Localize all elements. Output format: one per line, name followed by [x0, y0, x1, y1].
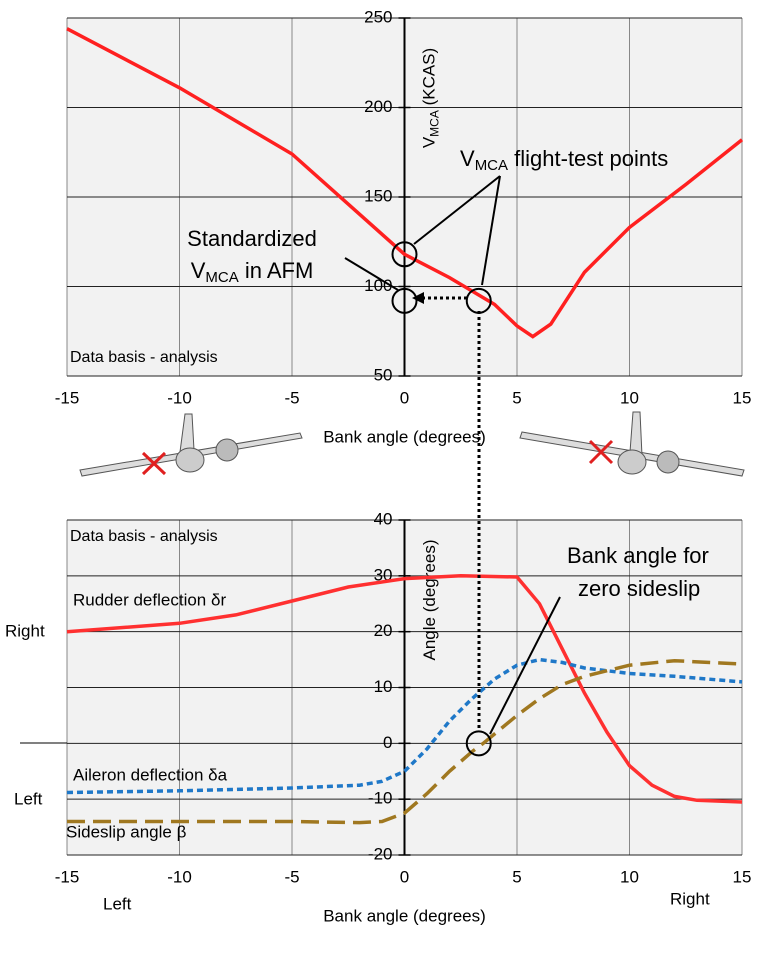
- test-point: [391, 287, 418, 314]
- series-label: Sideslip angle β: [66, 822, 187, 841]
- afm-label: VMCA in AFM: [191, 258, 314, 286]
- standardized-label: Standardized: [187, 226, 317, 251]
- arrow-head: [412, 292, 424, 304]
- y-tick-label: 250: [364, 7, 392, 26]
- y-tick-label: 0: [383, 733, 392, 752]
- airplane-right: [519, 411, 745, 477]
- y-tick-label: 10: [374, 677, 393, 696]
- part: V: [460, 146, 475, 171]
- part: (KCAS): [420, 48, 439, 110]
- part: flight-test points: [508, 146, 668, 171]
- data-basis: Data basis - analysis: [70, 349, 218, 366]
- leader: [344, 257, 399, 291]
- x-axis-label: Bank angle (degrees): [323, 906, 486, 925]
- series-label: Rudder deflection δr: [73, 590, 226, 609]
- y-axis-label: VMCA (KCAS): [420, 48, 442, 148]
- y-tick-label: 20: [374, 621, 393, 640]
- x-tick-label: -15: [55, 388, 80, 407]
- x-tick-label: 5: [512, 388, 521, 407]
- bank-label: zero sideslip: [578, 576, 700, 601]
- side-label: Right: [670, 889, 710, 908]
- leader: [489, 596, 561, 735]
- series-line: [66, 657, 743, 795]
- y-tick-label: 150: [364, 186, 392, 205]
- side-label: Left: [103, 894, 132, 913]
- sub: MCA: [475, 157, 508, 174]
- x-tick-label: -15: [55, 867, 80, 886]
- sub: MCA: [205, 269, 238, 286]
- series-line: [67, 658, 743, 825]
- annotations: Data basis - analysis VMCA flight-test p…: [5, 146, 745, 913]
- y-tick-label: 100: [364, 276, 392, 295]
- bank-label: Bank angle for: [567, 543, 709, 568]
- x-tick-label: 15: [733, 388, 752, 407]
- side-label: Right: [5, 621, 45, 640]
- x-tick-label: -10: [167, 388, 192, 407]
- x-tick-label: -10: [167, 867, 192, 886]
- part: V: [191, 258, 206, 283]
- y-axis-label: Angle (degrees): [420, 540, 439, 661]
- x-tick-label: 15: [733, 867, 752, 886]
- leader: [481, 175, 501, 286]
- series-line: [66, 574, 743, 804]
- data-basis: Data basis - analysis: [70, 528, 218, 545]
- y-tick-label: -20: [368, 844, 393, 863]
- x-axis-label: Bank angle (degrees): [323, 427, 486, 446]
- x-tick-label: -5: [284, 388, 299, 407]
- x-tick-label: 5: [512, 867, 521, 886]
- x-tick-label: 0: [400, 388, 409, 407]
- part: in AFM: [239, 258, 314, 283]
- series-label: Aileron deflection δa: [73, 765, 228, 784]
- sub: MCA: [428, 110, 442, 137]
- part: V: [420, 136, 439, 148]
- x-tick-label: 10: [620, 867, 639, 886]
- y-tick-label: 200: [364, 97, 392, 116]
- y-tick-label: 40: [374, 509, 393, 528]
- side-label: Left: [14, 789, 43, 808]
- y-tick-label: -10: [368, 789, 393, 808]
- x-tick-label: 0: [400, 867, 409, 886]
- x-tick-label: -5: [284, 867, 299, 886]
- y-tick-label: 50: [374, 365, 393, 384]
- test-point: [465, 730, 492, 757]
- series-line: [66, 27, 744, 339]
- airplane-left: [79, 413, 303, 477]
- x-tick-label: 10: [620, 388, 639, 407]
- test-point: [391, 241, 418, 268]
- flight-test-label: VMCA flight-test points: [460, 146, 668, 174]
- leader: [413, 175, 501, 245]
